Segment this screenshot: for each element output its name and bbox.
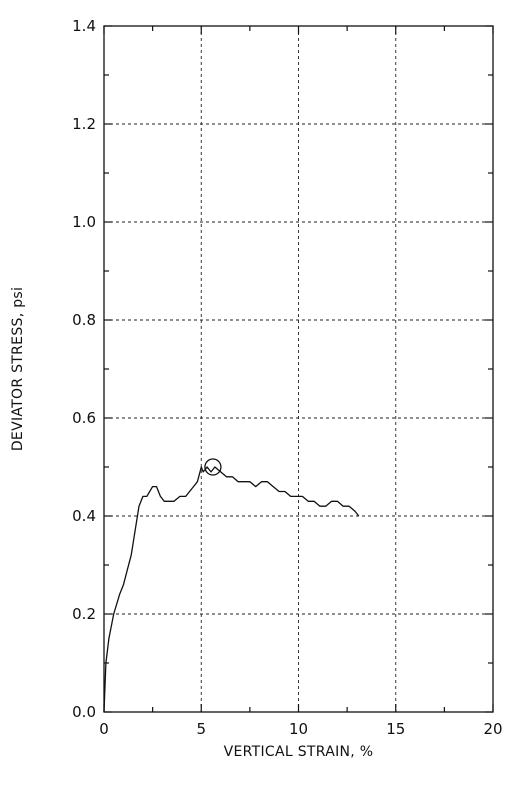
plot-frame: [103, 25, 494, 713]
y-tick-label: 0.2: [72, 605, 96, 623]
x-tick-label: 10: [289, 720, 308, 738]
y-axis-title: DEVIATOR STRESS, psi: [10, 287, 26, 451]
y-tick-labels: 0.0 0.2 0.4 0.6 0.8 1.0 1.2 1.4: [72, 17, 96, 721]
x-tick-label: 0: [99, 720, 109, 738]
y-tick-label: 1.2: [72, 115, 96, 133]
peak-marker-circle: [204, 458, 222, 476]
annotations: [204, 458, 222, 476]
y-tick-label: 1.0: [72, 213, 96, 231]
y-tick-label: 1.4: [72, 17, 96, 35]
x-tick-label: 20: [483, 720, 502, 738]
x-axis-title: VERTICAL STRAIN, %: [224, 744, 374, 760]
y-tick-label: 0.0: [72, 703, 96, 721]
y-tick-label: 0.6: [72, 409, 96, 427]
y-tick-label: 0.8: [72, 311, 96, 329]
y-tick-label: 0.4: [72, 507, 96, 525]
x-tick-label: 5: [196, 720, 206, 738]
x-tick-labels: 0 5 10 15 20: [99, 720, 502, 738]
x-tick-label: 15: [386, 720, 405, 738]
grid-lines: [104, 26, 493, 712]
stress-strain-curve: [103, 466, 360, 713]
axis-ticks: [103, 25, 494, 713]
